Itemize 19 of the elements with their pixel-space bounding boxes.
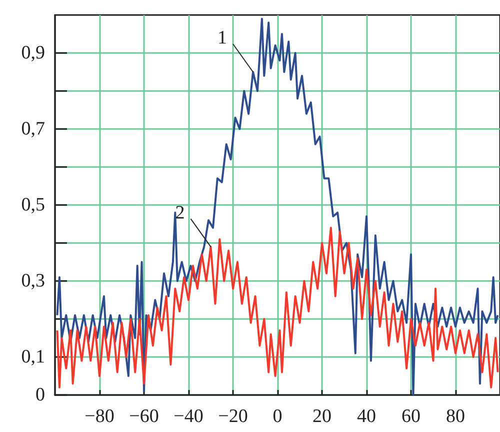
series-label: 1 [218,28,228,48]
x-tick-label: −80 [84,406,114,427]
x-tick-label: 60 [402,406,420,427]
x-tick-label: −60 [129,406,159,427]
x-tick-label: 80 [446,406,465,427]
y-tick-label: 0,9 [21,42,45,64]
x-tick-label: 40 [357,406,376,427]
y-tick-label: 0,3 [21,270,45,292]
line-series [56,226,499,388]
x-tick-label: −40 [174,406,204,427]
line-series [56,18,499,396]
series-label: 2 [175,202,185,224]
y-tick-label: 0,7 [21,118,45,140]
y-tick-label: 0 [36,384,45,406]
y-tick-label: 0,1 [21,346,45,368]
y-tick-label: 0,5 [21,194,45,216]
x-tick-label: 20 [312,406,332,427]
x-tick-label: 0 [272,406,282,427]
x-tick-label: −20 [218,406,248,427]
